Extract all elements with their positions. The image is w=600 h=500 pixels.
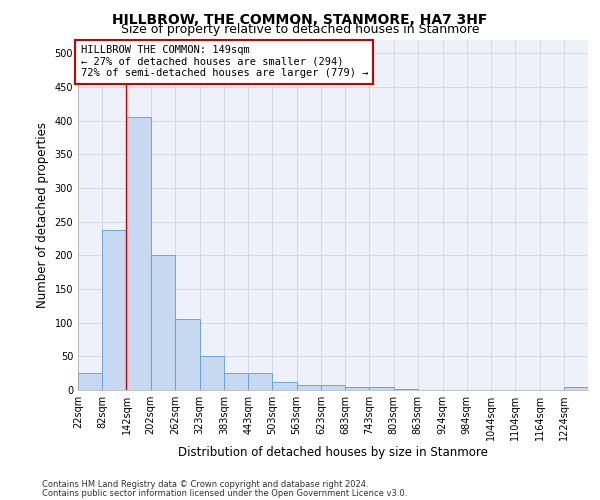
Bar [200,356,224,390]
Bar [345,386,370,390]
Text: HILLBROW THE COMMON: 149sqm
← 27% of detached houses are smaller (294)
72% of se: HILLBROW THE COMMON: 149sqm ← 27% of det… [80,46,368,78]
Text: Contains HM Land Registry data © Crown copyright and database right 2024.: Contains HM Land Registry data © Crown c… [42,480,368,489]
X-axis label: Distribution of detached houses by size in Stanmore: Distribution of detached houses by size … [178,446,488,459]
Text: HILLBROW, THE COMMON, STANMORE, HA7 3HF: HILLBROW, THE COMMON, STANMORE, HA7 3HF [112,12,488,26]
Bar [564,386,588,390]
Bar [127,118,151,390]
Text: Size of property relative to detached houses in Stanmore: Size of property relative to detached ho… [121,24,479,36]
Bar [296,384,321,390]
Bar [370,386,394,390]
Y-axis label: Number of detached properties: Number of detached properties [36,122,49,308]
Bar [151,256,175,390]
Bar [102,230,127,390]
Bar [248,373,272,390]
Bar [78,373,102,390]
Text: Contains public sector information licensed under the Open Government Licence v3: Contains public sector information licen… [42,489,407,498]
Bar [272,382,296,390]
Bar [224,373,248,390]
Bar [175,320,200,390]
Bar [321,384,345,390]
